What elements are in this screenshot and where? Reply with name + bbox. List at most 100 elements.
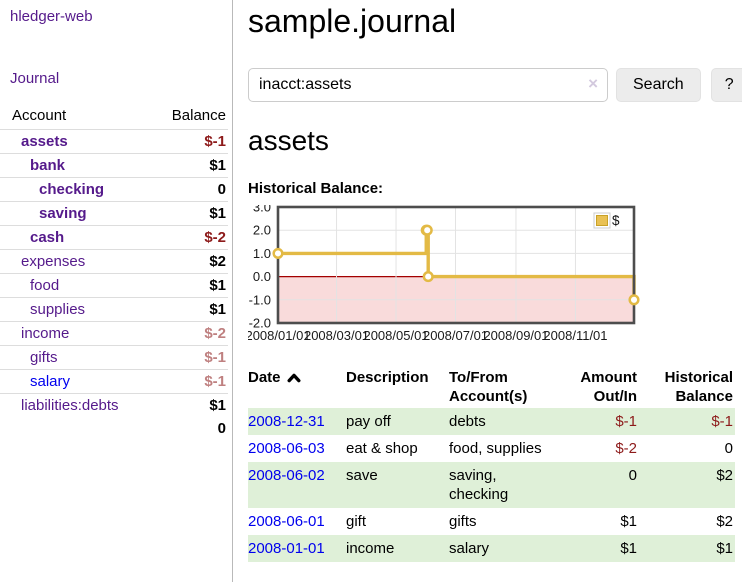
y-tick-label: -2.0	[249, 316, 271, 331]
account-balance: $1	[153, 273, 228, 298]
account-balance: $-2	[153, 225, 228, 250]
account-link[interactable]: gifts	[0, 345, 154, 370]
data-point-marker	[421, 224, 433, 236]
register-balance: $2	[716, 513, 733, 530]
register-row: 2008-06-02 save saving, checking 0 $2	[248, 462, 735, 508]
register-date-link[interactable]: 2008-06-01	[248, 513, 325, 530]
y-tick-label: 2.0	[253, 223, 271, 238]
account-balance: $1	[153, 201, 228, 226]
plot-border	[276, 205, 636, 325]
account-link[interactable]: bank	[0, 153, 154, 178]
balance-chart: $3.0 2.0 1.0 0.0 -1.0 -2.0 2008/01/01 2008/03/0…	[245, 200, 742, 346]
journal-link[interactable]: Journal	[10, 70, 60, 87]
register-date-link[interactable]: 2008-06-03	[248, 440, 325, 457]
register-accounts: food, supplies	[449, 440, 542, 457]
account-row: assets $-1	[0, 130, 228, 154]
account-heading: assets	[248, 125, 329, 156]
account-row: income $-2	[0, 321, 228, 346]
accounts-total-row: 0	[0, 417, 228, 440]
accounts-total-value: 0	[217, 420, 226, 437]
register-balance: 0	[724, 440, 733, 457]
register-col-date[interactable]: Date	[248, 366, 346, 408]
x-tick-label: 2008/11/01	[543, 328, 607, 343]
chart-title: Historical Balance:	[248, 180, 384, 197]
x-tick-label: 2008/05/01	[363, 328, 428, 343]
sidebar: hledger-web Journal Account Balance asse…	[0, 0, 233, 582]
account-link[interactable]: income	[0, 321, 154, 346]
register-amount: $-2	[615, 440, 637, 457]
register-amount: 0	[628, 467, 637, 484]
register-col-accounts: To/From Account(s)	[449, 369, 528, 405]
account-balance: $2	[153, 249, 228, 274]
register-row: 2008-06-03 eat & shop food, supplies $-2 0	[248, 435, 735, 462]
search-bar: × Search ?	[248, 68, 742, 102]
account-link[interactable]: salary	[0, 369, 154, 394]
page-title: sample.journal	[248, 3, 457, 39]
account-row: cash $-2	[0, 225, 228, 250]
main-content: sample.journal × Search ? assets Histori…	[233, 0, 742, 582]
register-row: 2008-06-01 gift gifts $1 $2	[248, 508, 735, 535]
account-link[interactable]: assets	[21, 133, 68, 150]
accounts-col-balance: Balance	[153, 104, 228, 130]
register-description: eat & shop	[346, 440, 418, 457]
search-input[interactable]	[248, 68, 608, 102]
register-amount: $1	[620, 513, 637, 530]
register-date-link[interactable]: 2008-12-31	[248, 413, 325, 430]
register-accounts: saving, checking	[449, 467, 509, 503]
register-date-link[interactable]: 2008-06-02	[248, 467, 325, 484]
register-description: gift	[346, 513, 367, 530]
app-title-link[interactable]: hledger-web	[10, 8, 93, 25]
account-balance: $-1	[153, 345, 228, 370]
account-link[interactable]: liabilities:debts	[0, 393, 154, 417]
register-col-balance: Historical Balance	[664, 369, 733, 405]
x-tick-label: 2008/01/01	[248, 328, 311, 343]
register-col-description: Description	[346, 369, 429, 386]
account-row: liabilities:debts $1	[0, 393, 228, 417]
y-tick-label: 3.0	[253, 205, 271, 215]
account-link[interactable]: food	[0, 273, 154, 298]
register-balance: $2	[716, 467, 733, 484]
x-tick-label: 2008/07/01	[423, 328, 488, 343]
account-balance: $-2	[153, 321, 228, 346]
account-row: saving $1	[0, 201, 228, 226]
sort-ascending-icon	[287, 369, 301, 388]
account-link[interactable]: expenses	[0, 249, 154, 274]
register-balance: $-1	[711, 413, 733, 430]
register-description: pay off	[346, 413, 391, 430]
data-point-marker	[272, 247, 284, 259]
account-link[interactable]: cash	[0, 225, 154, 250]
y-tick-label: 0.0	[253, 269, 271, 284]
accounts-table: Account Balance assets $-1 bank $1 checking 0…	[0, 104, 228, 440]
register-accounts: debts	[449, 413, 486, 430]
account-row: expenses $2	[0, 249, 228, 274]
register-table: Date Description To/From Account(s) Amou…	[248, 366, 735, 562]
register-amount: $-1	[615, 413, 637, 430]
register-row: 2008-01-01 income salary $1 $1	[248, 535, 735, 562]
legend-label: $	[612, 213, 620, 228]
register-amount: $1	[620, 540, 637, 557]
search-button[interactable]: Search	[616, 68, 701, 102]
register-description: income	[346, 540, 395, 557]
clear-search-icon[interactable]: ×	[588, 74, 598, 93]
account-row: supplies $1	[0, 297, 228, 322]
account-row: gifts $-1	[0, 345, 228, 370]
y-tick-label: -1.0	[249, 292, 271, 307]
account-balance: $-1	[153, 369, 228, 394]
account-balance: $1	[153, 153, 228, 178]
y-tick-label: 1.0	[253, 246, 271, 261]
register-header-row: Date Description To/From Account(s) Amou…	[248, 366, 735, 408]
accounts-col-account: Account	[0, 104, 154, 130]
account-link[interactable]: supplies	[0, 297, 154, 322]
register-accounts: salary	[449, 540, 490, 557]
account-link[interactable]: saving	[0, 201, 154, 226]
help-button[interactable]: ?	[710, 68, 742, 102]
register-date-link[interactable]: 2008-01-01	[248, 540, 325, 557]
register-description: save	[346, 467, 378, 484]
account-link[interactable]: checking	[0, 177, 154, 202]
data-point-marker	[628, 294, 640, 306]
register-col-amount: Amount Out/In	[580, 369, 637, 405]
register-balance: $1	[716, 540, 733, 557]
account-balance: $-1	[204, 133, 226, 150]
account-row: checking 0	[0, 177, 228, 202]
